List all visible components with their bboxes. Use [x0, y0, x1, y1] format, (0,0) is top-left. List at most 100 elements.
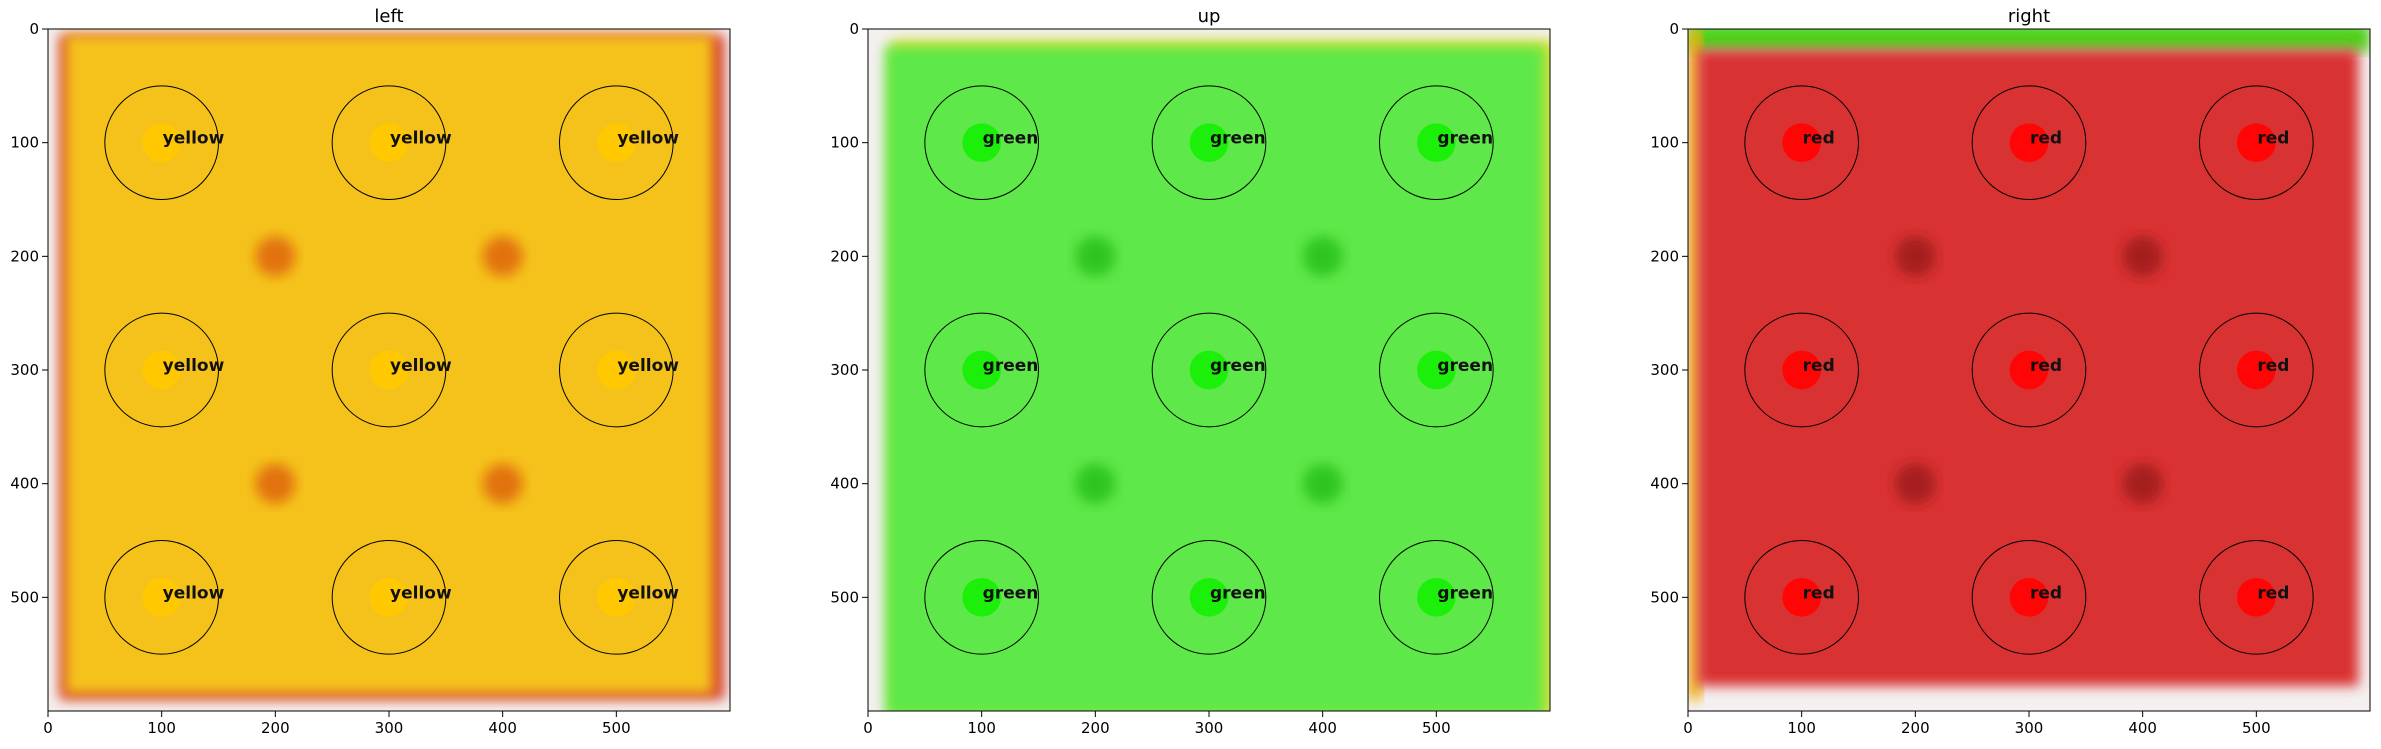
seam-intersection-up [1302, 463, 1343, 504]
color-dot-up [1189, 350, 1229, 390]
ring-up [1151, 85, 1267, 201]
color-dot-up [1417, 578, 1456, 617]
x-tick-label-up: 0 [863, 719, 873, 737]
cell-label-right: red [1803, 356, 1835, 376]
cell-label-up: green [1437, 583, 1493, 603]
ring-up [924, 85, 1040, 201]
cell-label-left: yellow [617, 583, 679, 603]
cell-label-left: yellow [163, 356, 225, 376]
cell-label-up: green [983, 356, 1039, 376]
seam-intersection-left [255, 463, 296, 504]
color-dot-left [597, 350, 636, 390]
y-tick-label-up: 200 [830, 247, 859, 265]
ring-left [559, 85, 674, 201]
x-tick-label-up: 500 [1422, 719, 1451, 737]
y-tick-label-right: 0 [1669, 20, 1679, 38]
x-tick-label-right: 300 [2015, 719, 2044, 737]
color-dot-right [2237, 123, 2276, 162]
ring-right [2199, 540, 2314, 655]
cell-label-left: yellow [163, 129, 225, 149]
y-tick-label-up: 0 [849, 20, 859, 38]
cell-label-right: red [2257, 129, 2289, 149]
x-tick-label-up: 100 [967, 719, 996, 737]
y-tick-label-left: 100 [10, 134, 39, 152]
ring-right [1971, 85, 2087, 201]
color-dot-up [1189, 123, 1229, 162]
color-dot-right [1782, 350, 1821, 390]
color-dot-up [962, 350, 1001, 390]
ring-left [104, 312, 220, 428]
cell-label-right: red [2030, 129, 2062, 149]
cell-label-right: red [1803, 583, 1835, 603]
y-tick-label-left: 200 [10, 247, 39, 265]
seam-intersection-left [255, 236, 296, 277]
y-tick-label-right: 400 [1650, 475, 1679, 493]
cell-label-right: red [2257, 356, 2289, 376]
ring-right [1744, 312, 1859, 428]
seam-intersection-up [1075, 463, 1116, 504]
cell-label-right: red [2257, 583, 2289, 603]
x-tick-label-left: 400 [488, 719, 517, 737]
ring-up [1151, 540, 1267, 655]
x-tick-label-right: 400 [2128, 719, 2157, 737]
color-dot-left [369, 123, 409, 162]
panel-title-right: right [2008, 6, 2050, 27]
seam-intersection-right [1895, 236, 1936, 277]
cell-label-up: green [1210, 129, 1266, 149]
ring-left [559, 312, 674, 428]
color-dot-left [597, 578, 636, 617]
ring-right [2199, 85, 2314, 201]
cell-label-right: red [2030, 583, 2062, 603]
cell-label-up: green [1437, 129, 1493, 149]
y-tick-label-left: 300 [10, 361, 39, 379]
panel-right: red red red red red red red red red 0 100 200 300 400… [1650, 6, 2371, 737]
color-dot-up [1189, 578, 1229, 617]
ring-left [331, 540, 447, 655]
color-dot-up [1417, 350, 1456, 390]
edge-band-right [1688, 29, 2370, 52]
color-dot-up [962, 578, 1001, 617]
ring-up [924, 540, 1040, 655]
ring-right [1971, 312, 2087, 428]
x-tick-label-right: 0 [1683, 719, 1693, 737]
ring-up [1379, 85, 1494, 201]
seam-intersection-up [1075, 236, 1116, 277]
color-dot-left [142, 350, 181, 390]
x-tick-label-right: 100 [1787, 719, 1816, 737]
x-tick-label-left: 100 [147, 719, 176, 737]
y-tick-label-up: 300 [830, 361, 859, 379]
cell-label-up: green [1437, 356, 1493, 376]
cell-label-left: yellow [390, 583, 452, 603]
color-dot-right [1782, 578, 1821, 617]
x-tick-label-up: 200 [1081, 719, 1110, 737]
ring-up [924, 312, 1040, 428]
color-dot-up [962, 123, 1001, 162]
cell-label-right: red [1803, 129, 1835, 149]
y-tick-label-up: 500 [830, 588, 859, 606]
cell-label-left: yellow [617, 356, 679, 376]
panel-title-up: up [1198, 6, 1221, 27]
seam-intersection-right [1895, 463, 1936, 504]
ring-right [1744, 85, 1859, 201]
ring-right [1971, 540, 2087, 655]
x-tick-label-right: 500 [2242, 719, 2271, 737]
ring-up [1151, 312, 1267, 428]
color-dot-right [2237, 578, 2276, 617]
cell-label-up: green [983, 129, 1039, 149]
image-area-up: green green green green green green green green… [879, 40, 1550, 711]
color-dot-left [597, 123, 636, 162]
x-tick-label-left: 500 [602, 719, 631, 737]
y-tick-label-right: 300 [1650, 361, 1679, 379]
ring-right [2199, 312, 2314, 428]
y-tick-label-right: 200 [1650, 247, 1679, 265]
cell-label-up: green [1210, 583, 1266, 603]
ring-left [104, 540, 220, 655]
cell-label-left: yellow [617, 129, 679, 149]
ring-left [104, 85, 220, 201]
y-tick-label-right: 500 [1650, 588, 1679, 606]
y-tick-label-up: 100 [830, 134, 859, 152]
y-tick-label-left: 400 [10, 475, 39, 493]
color-dot-right [2009, 123, 2049, 162]
image-area-right: red red red red red red red red red [1688, 29, 2370, 700]
